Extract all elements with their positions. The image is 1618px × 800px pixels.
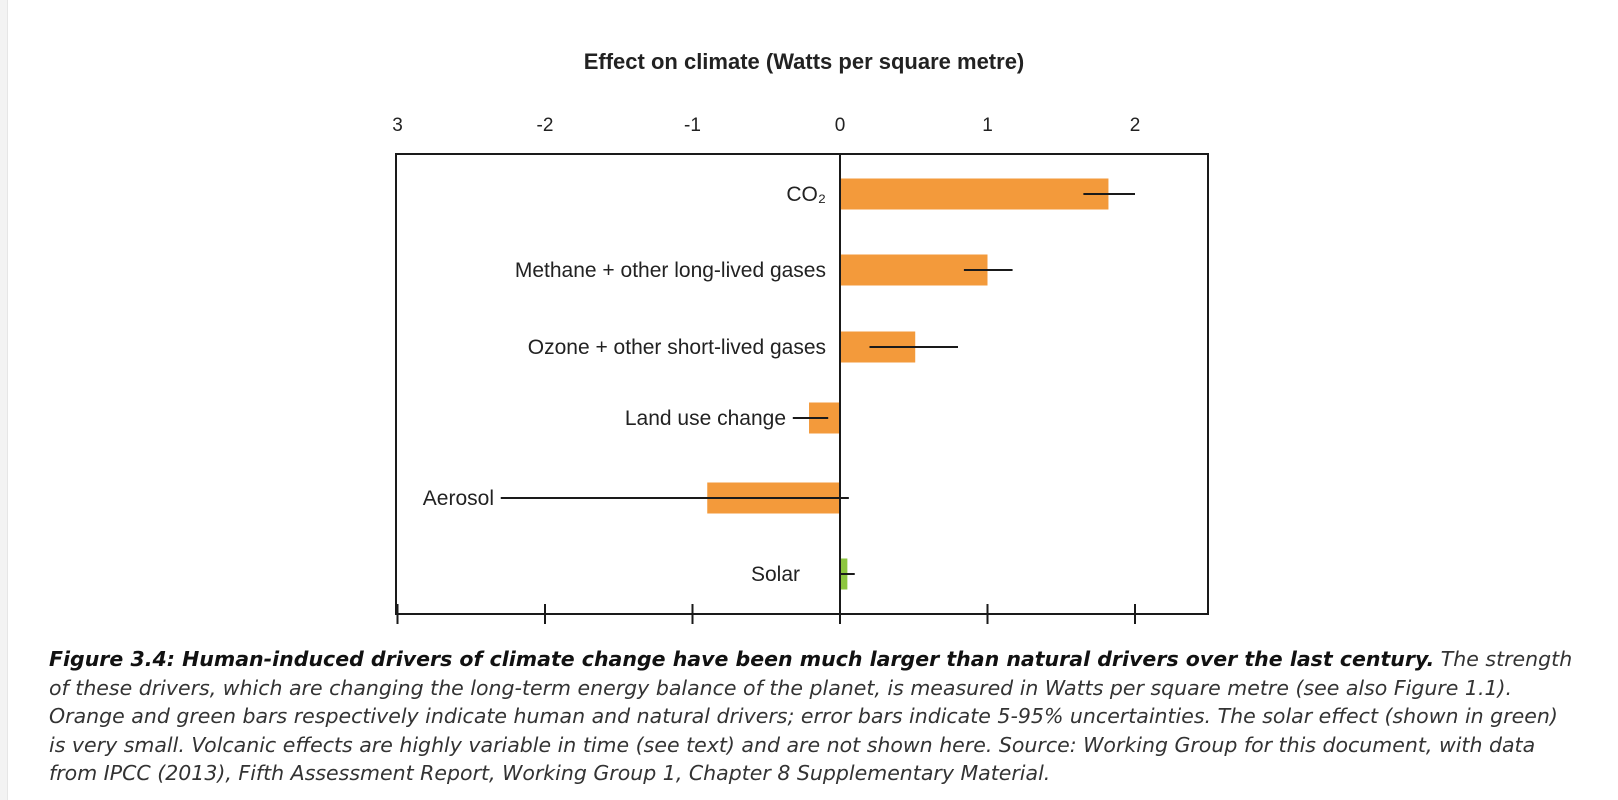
category-label-2: Ozone + other short-lived gases [528, 336, 826, 359]
category-label-0: CO₂ [786, 183, 826, 206]
figure-caption: Figure 3.4: Human-induced drivers of cli… [49, 645, 1579, 788]
x-tick-label: 1 [982, 115, 993, 136]
error-bars-group [500, 193, 1135, 575]
forcing-bar-chart: Effect on climate (Watts per square metr… [392, 49, 1209, 624]
bars-group [707, 178, 1109, 590]
x-tick-label: 0 [835, 115, 846, 136]
category-label-3: Land use change [625, 407, 786, 430]
caption-lead: Figure 3.4: Human-induced drivers of cli… [49, 647, 1435, 671]
category-label-5: Solar [751, 563, 800, 586]
x-tick-label: -1 [684, 115, 701, 136]
bar-1 [840, 254, 988, 286]
chart-title: Effect on climate (Watts per square metr… [584, 49, 1025, 74]
category-label-1: Methane + other long-lived gases [515, 259, 826, 282]
x-tick-label: -2 [537, 115, 554, 136]
x-tick-label: 2 [1130, 115, 1141, 136]
x-axis: 3 -2 -1 0 1 2 [392, 115, 1140, 624]
category-label-4: Aerosol [423, 487, 494, 510]
caption-body: The strength of these drivers, which are… [49, 647, 1573, 785]
x-tick-label: 3 [392, 115, 403, 136]
bar-0 [840, 178, 1109, 210]
category-labels-group: CO₂ Methane + other long-lived gases Ozone… [423, 183, 826, 586]
plot-frame [395, 153, 1209, 615]
page-left-margin [0, 0, 8, 800]
